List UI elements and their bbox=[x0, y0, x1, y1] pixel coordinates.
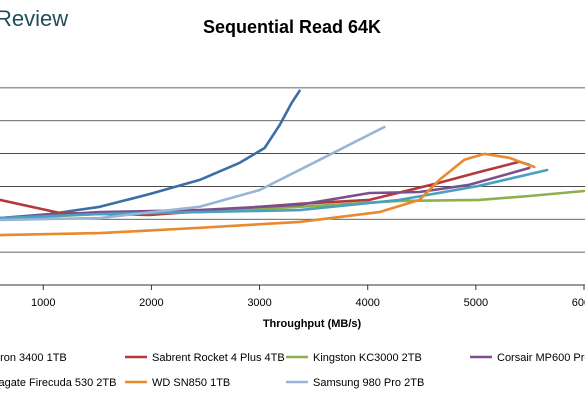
series-line bbox=[0, 152, 536, 237]
legend-label: Samsung 980 Pro 2TB bbox=[313, 377, 424, 389]
series-line bbox=[0, 168, 549, 220]
legend-label: Micron 3400 1TB bbox=[0, 352, 67, 364]
legend-label: Corsair MP600 Pro bbox=[497, 352, 585, 364]
x-tick-label: 4000 bbox=[355, 297, 379, 309]
legend-label: Seagate Firecuda 530 2TB bbox=[0, 377, 116, 389]
x-tick-label: 5000 bbox=[464, 297, 488, 309]
x-axis-label: Throughput (MB/s) bbox=[263, 318, 362, 330]
series-line bbox=[0, 125, 386, 222]
series-line bbox=[0, 89, 301, 220]
series-line bbox=[0, 166, 531, 220]
x-tick-label: 6000 bbox=[572, 297, 585, 309]
brand: Review bbox=[0, 6, 68, 31]
legend-label: WD SN850 1TB bbox=[152, 377, 230, 389]
x-tick-label: 3000 bbox=[247, 297, 271, 309]
x-tick-label: 2000 bbox=[139, 297, 163, 309]
legend-label: Sabrent Rocket 4 Plus 4TB bbox=[152, 352, 285, 364]
legend-label: Kingston KC3000 2TB bbox=[313, 352, 422, 364]
x-tick-label: 1000 bbox=[31, 297, 55, 309]
chart-title: Sequential Read 64K bbox=[203, 17, 381, 37]
